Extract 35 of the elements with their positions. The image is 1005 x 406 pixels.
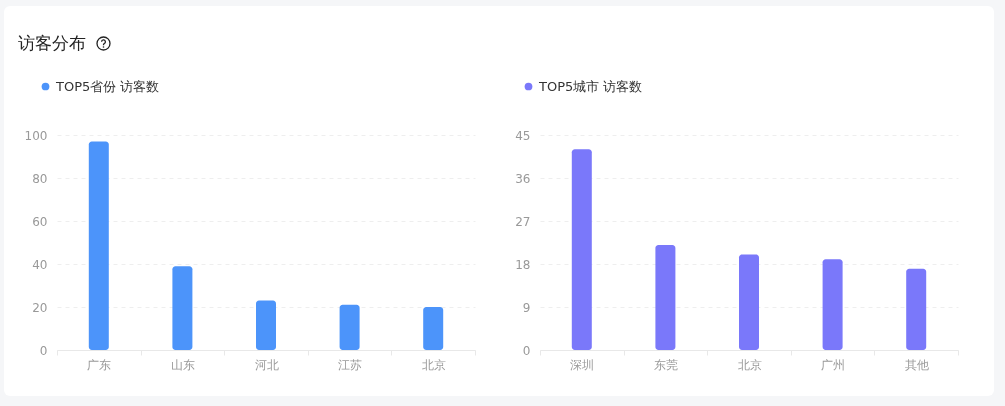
bar	[88, 141, 109, 350]
x-tick-label: 其他	[904, 357, 929, 372]
y-tick-label: 60	[32, 214, 48, 229]
x-tick-label: 北京	[421, 357, 446, 372]
bar	[906, 268, 927, 350]
y-tick-label: 45	[515, 128, 531, 143]
y-tick-label: 18	[515, 257, 531, 272]
y-tick-label: 100	[24, 128, 48, 143]
x-tick-label: 北京	[737, 357, 762, 372]
bar	[423, 307, 444, 350]
bar	[571, 149, 592, 350]
chart-title: 访客分布	[18, 32, 86, 55]
x-tick-label: 深圳	[570, 357, 595, 372]
y-tick-label: 20	[32, 300, 48, 315]
bar	[739, 254, 759, 350]
y-tick-label: 27	[515, 214, 531, 229]
legend-label: TOP5省份 访客数	[55, 78, 160, 94]
x-tick-label: 东莞	[653, 357, 678, 372]
x-tick-label: 山东	[170, 357, 195, 372]
bar	[655, 244, 676, 350]
x-tick-label: 广州	[821, 357, 846, 372]
y-tick-label: 80	[32, 171, 48, 186]
legend-label: TOP5城市 访客数	[538, 78, 643, 94]
bar	[339, 304, 360, 350]
y-tick-label: 0	[522, 343, 531, 358]
x-tick-label: 江苏	[338, 357, 363, 372]
y-tick-label: 0	[39, 343, 48, 358]
bar	[256, 300, 276, 350]
y-tick-label: 9	[522, 300, 531, 315]
x-tick-label: 河北	[254, 357, 279, 372]
x-tick-label: 广东	[87, 357, 112, 372]
bar	[172, 266, 193, 350]
y-tick-label: 40	[32, 257, 48, 272]
bar	[822, 259, 843, 350]
y-tick-label: 36	[515, 171, 531, 186]
